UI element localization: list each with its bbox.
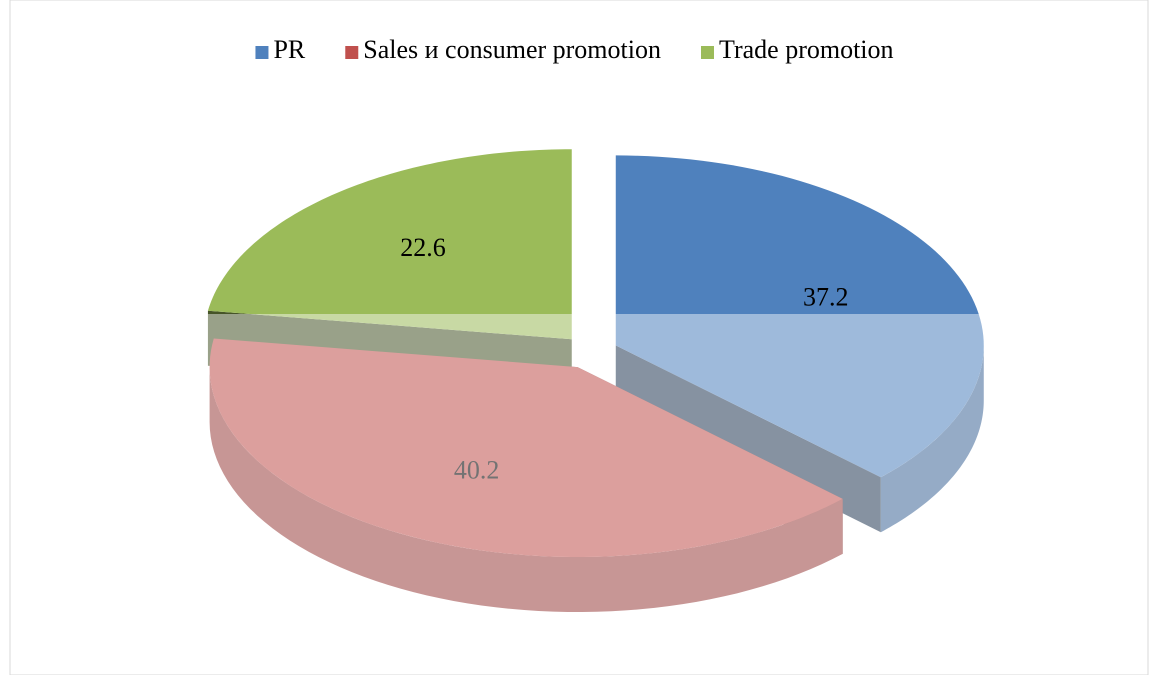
- data-label: 37.2: [803, 282, 849, 311]
- slice-wall: [209, 367, 843, 613]
- legend-label: Trade promotion: [719, 35, 894, 64]
- legend-swatch: [255, 46, 269, 59]
- screen-overlay: [200, 314, 990, 644]
- data-label: 22.6: [400, 233, 446, 262]
- slice: [207, 149, 572, 340]
- slice-wall: [880, 345, 984, 533]
- legend-label: Sales и consumer promotion: [363, 35, 661, 64]
- slice: [615, 155, 984, 478]
- legend-swatch: [700, 46, 714, 59]
- data-label: 40.2: [454, 456, 500, 485]
- pie: 37.2 40.2 22.6: [200, 149, 990, 644]
- legend-swatch: [345, 46, 359, 59]
- legend: PR Sales и consumer promotion Trade promot…: [255, 35, 894, 64]
- legend-label: PR: [273, 35, 305, 64]
- slice: [209, 338, 843, 558]
